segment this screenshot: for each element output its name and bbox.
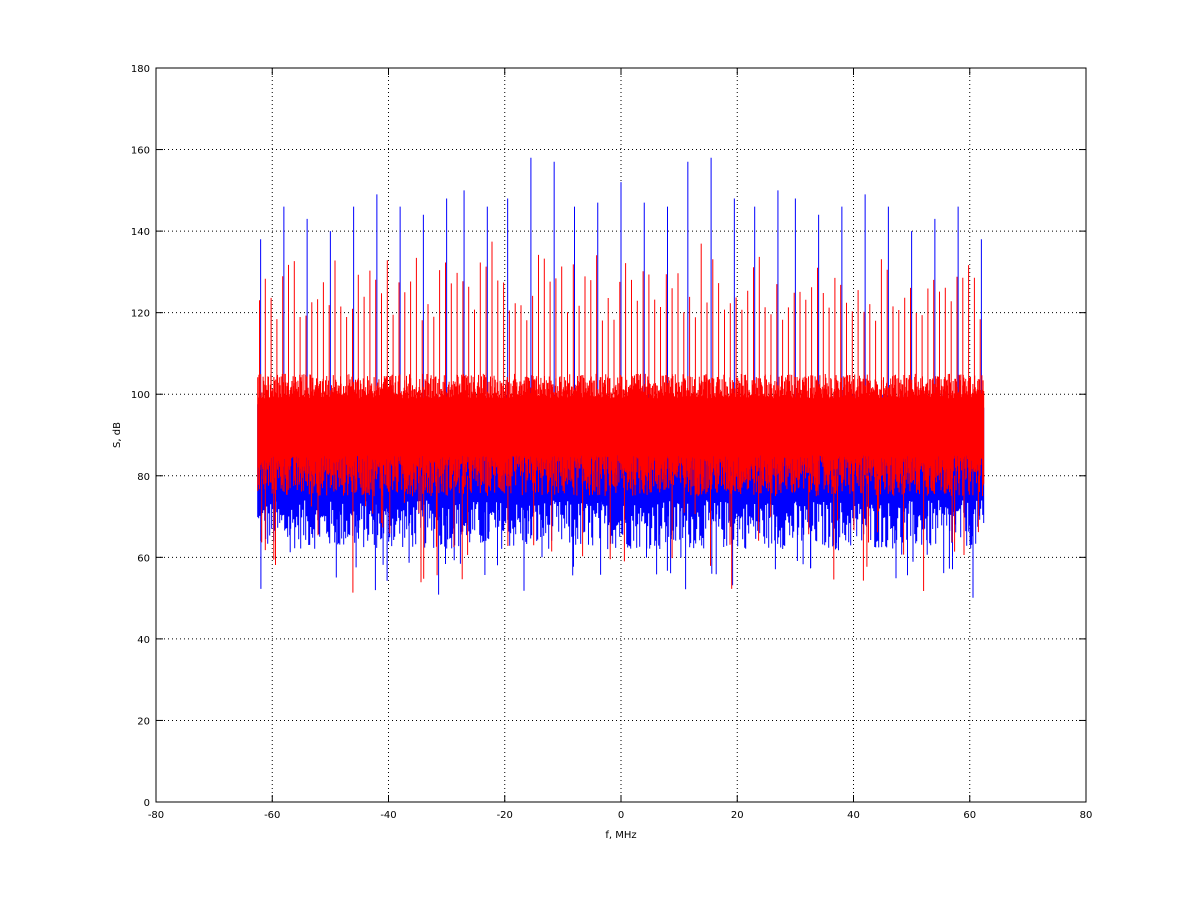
y-tick-label: 40 — [137, 635, 150, 646]
x-tick-label: 40 — [847, 810, 860, 821]
y-tick-label: 100 — [131, 390, 150, 401]
y-tick-label: 120 — [131, 309, 150, 320]
x-tick-labels: -80 -60 -40 -20 0 20 40 60 80 — [148, 810, 1093, 821]
x-tick-label: 60 — [963, 810, 976, 821]
y-tick-label: 80 — [137, 472, 150, 483]
x-tick-label: 80 — [1080, 810, 1093, 821]
x-axis-title: f, MHz — [605, 830, 636, 841]
y-tick-labels: 0 20 40 60 80 100 120 140 160 180 — [131, 64, 150, 809]
x-tick-label: 20 — [731, 810, 744, 821]
y-tick-label: 160 — [131, 146, 150, 157]
red-noise-band — [257, 373, 985, 593]
red-comb-spikes — [259, 241, 981, 395]
series-red — [257, 241, 985, 593]
y-tick-label: 0 — [144, 798, 150, 809]
axis-ticks — [155, 67, 1087, 803]
y-tick-label: 20 — [137, 716, 150, 727]
x-tick-label: -60 — [264, 810, 280, 821]
y-tick-label: 140 — [131, 227, 150, 238]
y-axis-title: S, dB — [112, 422, 123, 448]
y-tick-label: 60 — [137, 553, 150, 564]
x-tick-label: 0 — [618, 810, 624, 821]
x-tick-label: -80 — [148, 810, 164, 821]
x-tick-label: -40 — [380, 810, 396, 821]
x-tick-label: -20 — [497, 810, 513, 821]
y-tick-label: 180 — [131, 64, 150, 75]
